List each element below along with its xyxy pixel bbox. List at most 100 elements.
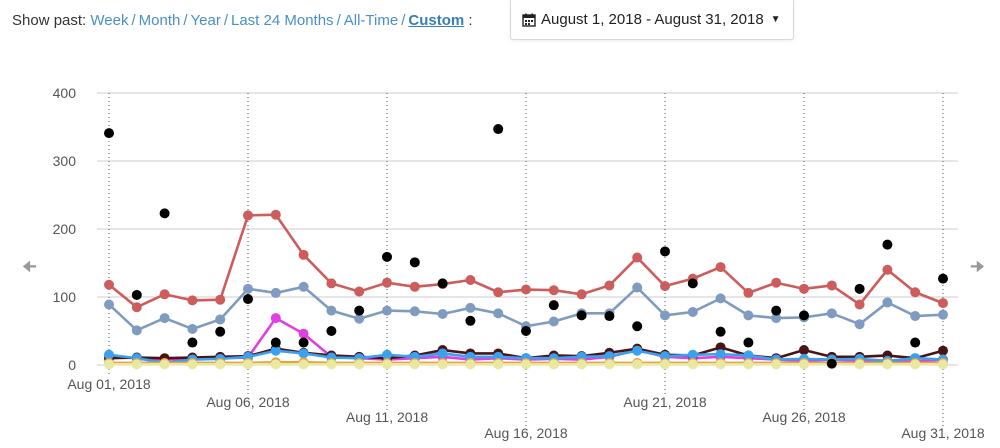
data-point-cream: [938, 359, 948, 370]
data-point-cream: [660, 359, 670, 370]
data-point-cream: [910, 359, 921, 370]
data-point-red: [270, 209, 281, 220]
data-point-steel-blue: [687, 306, 698, 317]
y-tick-label: 200: [53, 221, 77, 237]
data-point-red: [521, 284, 531, 295]
data-point-cream: [104, 359, 114, 370]
data-point-blue: [437, 348, 448, 359]
data-point-black: [270, 337, 281, 348]
data-point-black: [465, 315, 476, 326]
y-tick-label: 400: [53, 85, 77, 101]
separator: /: [336, 12, 341, 29]
data-point-red: [215, 294, 226, 305]
data-point-red: [715, 262, 726, 273]
data-point-black: [799, 310, 809, 321]
data-point-steel-blue: [910, 311, 921, 322]
data-point-red: [910, 287, 921, 298]
data-point-red: [187, 295, 198, 306]
data-point-steel-blue: [298, 281, 309, 292]
arrow-left-icon[interactable]: 🠈: [22, 259, 37, 276]
data-point-black: [298, 337, 309, 348]
data-point-red: [243, 210, 253, 221]
data-point-steel-blue: [715, 293, 726, 304]
data-point-steel-blue: [743, 310, 754, 321]
data-point-steel-blue: [326, 305, 337, 316]
data-point-red: [382, 277, 392, 288]
data-point-red: [854, 299, 865, 310]
data-point-dark-red: [799, 345, 809, 356]
data-point-black: [187, 337, 198, 348]
data-point-blue: [104, 349, 114, 360]
data-point-steel-blue: [660, 310, 670, 321]
data-point-black: [243, 294, 253, 305]
x-tick-label: Aug 21, 2018: [623, 394, 707, 410]
data-point-cream: [799, 359, 809, 370]
data-point-black: [437, 278, 448, 289]
data-point-cream: [131, 359, 142, 370]
data-point-steel-blue: [826, 308, 837, 319]
data-point-red: [548, 285, 559, 296]
data-point-steel-blue: [243, 283, 253, 294]
data-point-black: [604, 311, 615, 322]
data-point-cream: [243, 359, 253, 370]
y-tick-label: 0: [68, 357, 76, 373]
data-point-red: [354, 286, 365, 297]
data-point-steel-blue: [882, 297, 893, 308]
data-point-cream: [576, 359, 587, 370]
data-point-blue: [687, 349, 698, 360]
data-point-steel-blue: [159, 313, 170, 324]
data-point-black: [854, 283, 865, 294]
data-point-steel-blue: [354, 313, 365, 324]
date-range-picker[interactable]: August 1, 2018 - August 31, 2018 ▼: [510, 0, 794, 40]
data-point-steel-blue: [382, 305, 392, 316]
data-point-dark-red: [938, 345, 948, 356]
filter-label: Show past:: [12, 12, 87, 29]
data-point-steel-blue: [493, 308, 504, 319]
filter-custom-link[interactable]: Custom: [408, 12, 465, 29]
data-point-steel-blue: [938, 309, 948, 320]
data-point-black: [493, 124, 504, 135]
data-point-black: [548, 300, 559, 311]
data-point-red: [882, 264, 893, 275]
data-point-steel-blue: [215, 314, 226, 325]
data-point-steel-blue: [854, 319, 865, 330]
y-tick-label: 300: [53, 153, 77, 169]
data-point-red: [938, 298, 948, 309]
filter-suffix: :: [468, 12, 473, 29]
data-point-blue: [382, 349, 392, 360]
data-point-steel-blue: [187, 323, 198, 334]
x-tick-label: Aug 06, 2018: [206, 394, 290, 410]
data-point-red: [326, 278, 337, 289]
data-point-black: [215, 326, 226, 337]
data-point-cream: [882, 359, 893, 370]
data-point-steel-blue: [437, 309, 448, 319]
x-tick-label: Aug 16, 2018: [484, 425, 568, 441]
arrow-right-icon[interactable]: 🠊: [970, 259, 985, 276]
filter-all-time-link[interactable]: All-Time: [343, 12, 399, 29]
time-filter-bar: Show past: Week / Month / Year / Last 24 Month…: [12, 12, 473, 29]
data-point-black: [660, 246, 670, 257]
data-point-cream: [298, 359, 309, 370]
data-point-red: [131, 302, 142, 313]
data-point-cream: [493, 359, 504, 370]
data-point-black: [632, 321, 643, 332]
data-point-cream: [715, 359, 726, 370]
data-point-steel-blue: [270, 287, 281, 298]
data-point-red: [493, 287, 504, 298]
data-point-black: [354, 305, 365, 316]
data-point-red: [771, 277, 782, 288]
filter-24-months-link[interactable]: Last 24 Months: [231, 12, 334, 29]
data-point-blue: [632, 345, 643, 356]
data-point-black: [104, 128, 114, 139]
filter-month-link[interactable]: Month: [138, 12, 181, 29]
data-point-black: [521, 326, 531, 336]
filter-week-link[interactable]: Week: [90, 12, 129, 29]
data-point-black: [882, 239, 893, 250]
data-point-black: [326, 326, 337, 336]
data-point-cream: [382, 359, 392, 370]
data-point-cream: [521, 359, 531, 370]
filter-year-link[interactable]: Year: [190, 12, 221, 29]
separator: /: [131, 12, 136, 29]
data-point-black: [743, 337, 754, 348]
